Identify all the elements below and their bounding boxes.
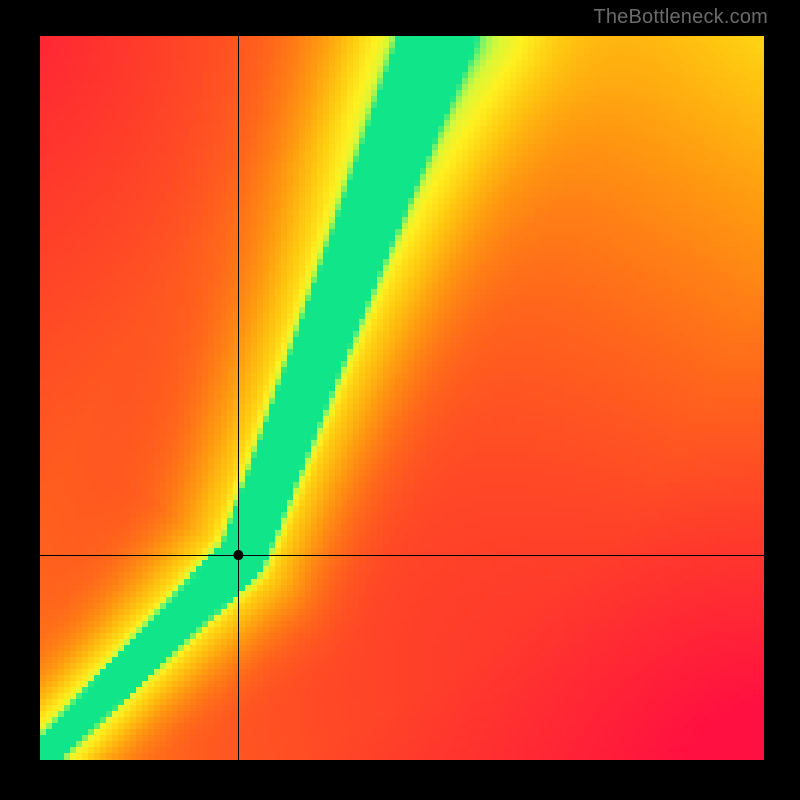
watermark-text: TheBottleneck.com (593, 6, 768, 29)
heatmap-plot (40, 36, 764, 760)
chart-container: TheBottleneck.com (0, 0, 800, 800)
